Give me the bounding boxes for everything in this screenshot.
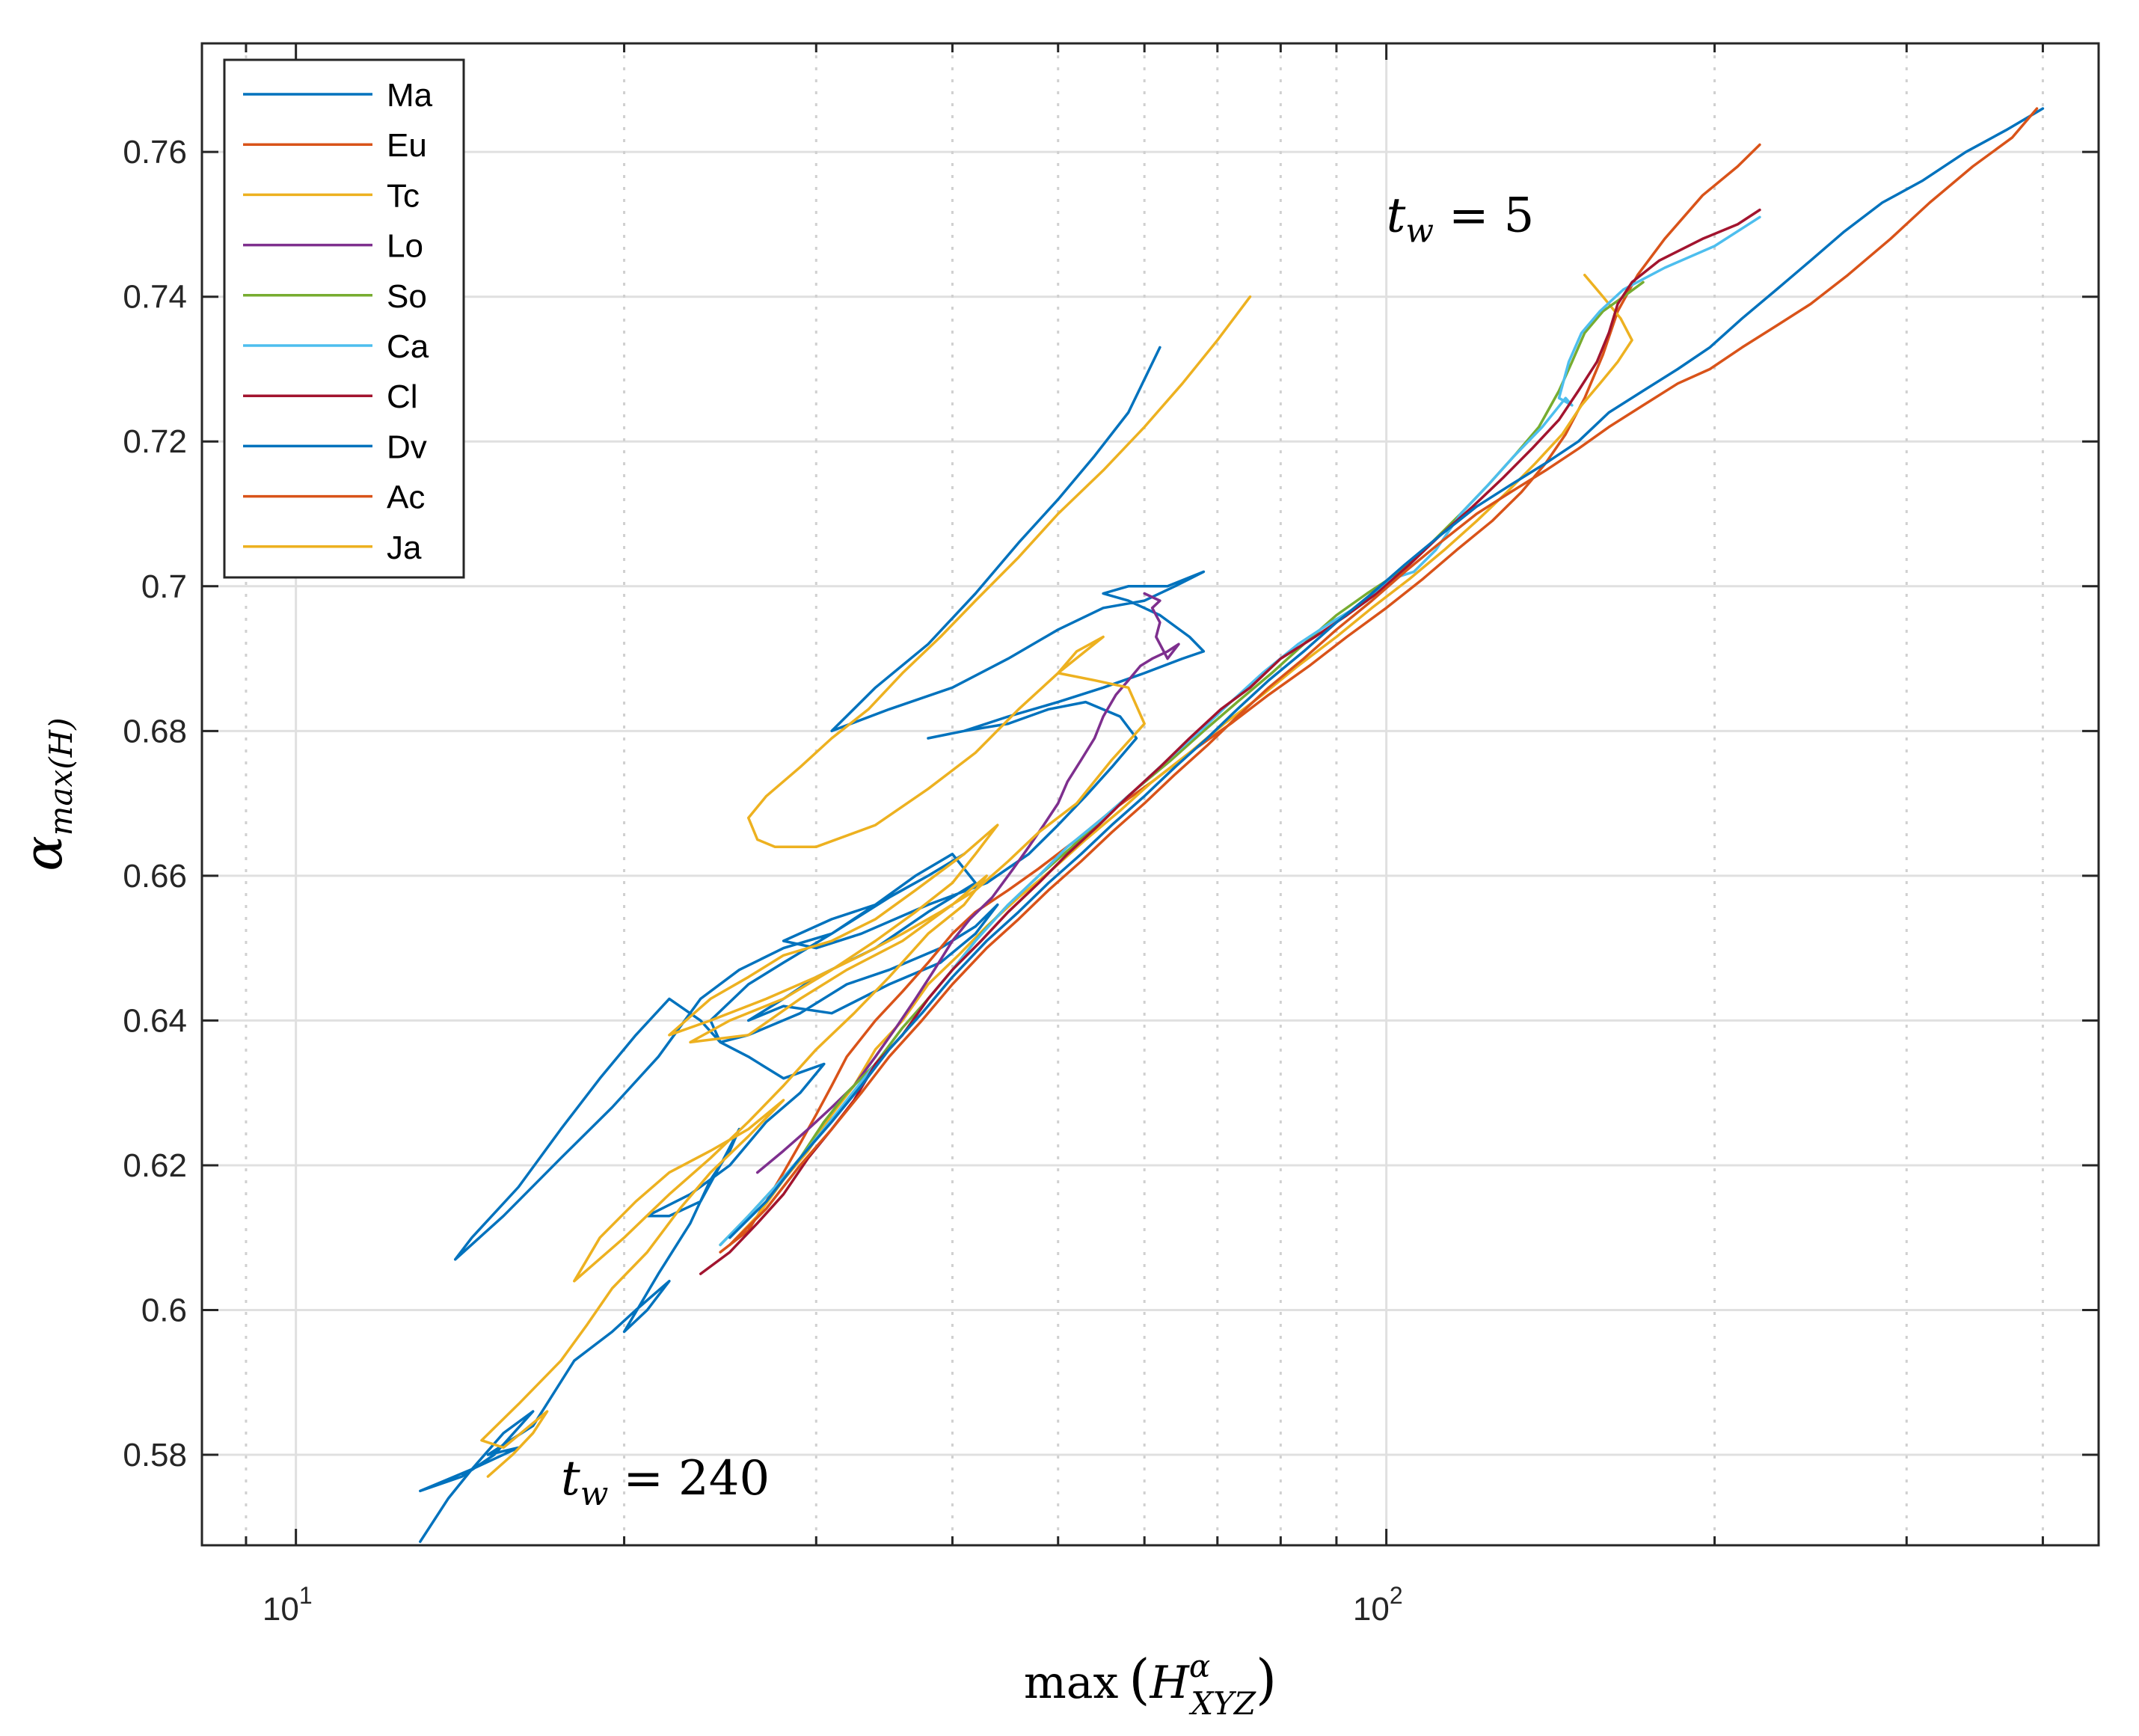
annotation-tw-5: tw = 5: [1387, 188, 1535, 250]
annotation-tw-240-eq: =: [623, 1451, 663, 1506]
x-axis-label-symbol: H: [1150, 1657, 1191, 1709]
annotation-tw-240-val: 240: [678, 1451, 770, 1506]
series-layer: [419, 107, 2045, 1543]
legend-label-ca: Ca: [387, 328, 429, 365]
ticks-layer: [202, 43, 2099, 1545]
series-line-so: [719, 280, 1645, 1247]
x-tick-base: 10: [263, 1591, 299, 1628]
y-tick-label: 0.68: [123, 713, 187, 749]
y-axis-label: αmax(H): [13, 717, 79, 871]
x-axis-label: max (Hα XYZ): [1024, 1648, 1277, 1722]
x-tick-label: 101: [263, 1582, 313, 1628]
legend-label-dv: Dv: [387, 429, 427, 465]
plot-area-background: [202, 43, 2099, 1545]
series-line-ja: [480, 295, 1252, 1478]
annotation-tw-5-eq: =: [1449, 188, 1489, 243]
x-tick-exponent: 2: [1390, 1582, 1403, 1609]
y-tick-label: 0.58: [123, 1437, 187, 1473]
y-tick-label: 0.76: [123, 134, 187, 171]
y-axis-label-subscript: max(H): [43, 717, 79, 835]
x-tick-exponent: 1: [299, 1582, 313, 1609]
y-tick-labels: 0.58 0.6 0.62 0.64 0.66 0.68 0.7 0.72 0.74 0.76: [123, 134, 187, 1473]
series-line-eu: [719, 143, 1761, 1254]
x-axis-label-close: ): [1256, 1648, 1277, 1711]
y-tick-label: 0.6: [141, 1292, 187, 1328]
x-axis-label-base: max: [1024, 1657, 1119, 1709]
legend-label-cl: Cl: [387, 378, 418, 415]
x-tick-base: 10: [1353, 1591, 1390, 1628]
svg-text:tw=240: tw = 240: [561, 1451, 770, 1513]
legend-label-so: So: [387, 278, 427, 315]
annotation-tw-5-val: 5: [1504, 188, 1535, 243]
legend: Ma Eu Tc Lo So Ca Cl Dv Ac Ja: [223, 58, 465, 579]
series-line-ac: [728, 107, 2039, 1247]
legend-label-ja: Ja: [387, 530, 422, 566]
y-tick-label: 0.72: [123, 423, 187, 460]
legend-label-tc: Tc: [387, 177, 420, 214]
y-tick-label: 0.62: [123, 1147, 187, 1184]
x-axis-label-open: (: [1129, 1648, 1150, 1711]
plot-area-frame: [200, 42, 2100, 1547]
x-tick-label: 102: [1353, 1582, 1403, 1628]
grid-major: [202, 43, 2099, 1545]
series-line-ma: [419, 346, 1206, 1543]
annotations: tw = 5 tw = 240: [561, 188, 1534, 1513]
annotation-tw-240-var: t: [561, 1451, 580, 1506]
y-axis-label-symbol: α: [13, 835, 74, 871]
y-tick-label: 0.66: [123, 858, 187, 895]
y-tick-label: 0.74: [123, 279, 187, 316]
x-axis-label-superscript: α: [1189, 1648, 1210, 1684]
annotation-tw-5-var: t: [1387, 188, 1406, 243]
legend-items: Ma Eu Tc Lo So Ca Cl Dv Ac Ja: [243, 77, 433, 566]
x-axis-label-subscript: XYZ: [1188, 1685, 1256, 1722]
legend-label-eu: Eu: [387, 127, 427, 164]
legend-label-lo: Lo: [387, 228, 423, 265]
x-tick-labels: 101 102: [263, 1582, 1403, 1628]
y-tick-label: 0.7: [141, 568, 187, 605]
legend-box: [223, 58, 465, 579]
series-line-dv: [728, 107, 2045, 1239]
y-tick-label: 0.64: [123, 1002, 187, 1039]
annotation-tw-240-sub: w: [580, 1475, 609, 1513]
legend-label-ma: Ma: [387, 77, 433, 114]
annotation-tw-240: tw = 240: [561, 1451, 770, 1513]
legend-label-ac: Ac: [387, 479, 425, 516]
annotation-tw-5-sub: w: [1405, 212, 1434, 250]
svg-text:tw=5: tw = 5: [1387, 188, 1535, 250]
series-line-lo: [755, 592, 1180, 1174]
